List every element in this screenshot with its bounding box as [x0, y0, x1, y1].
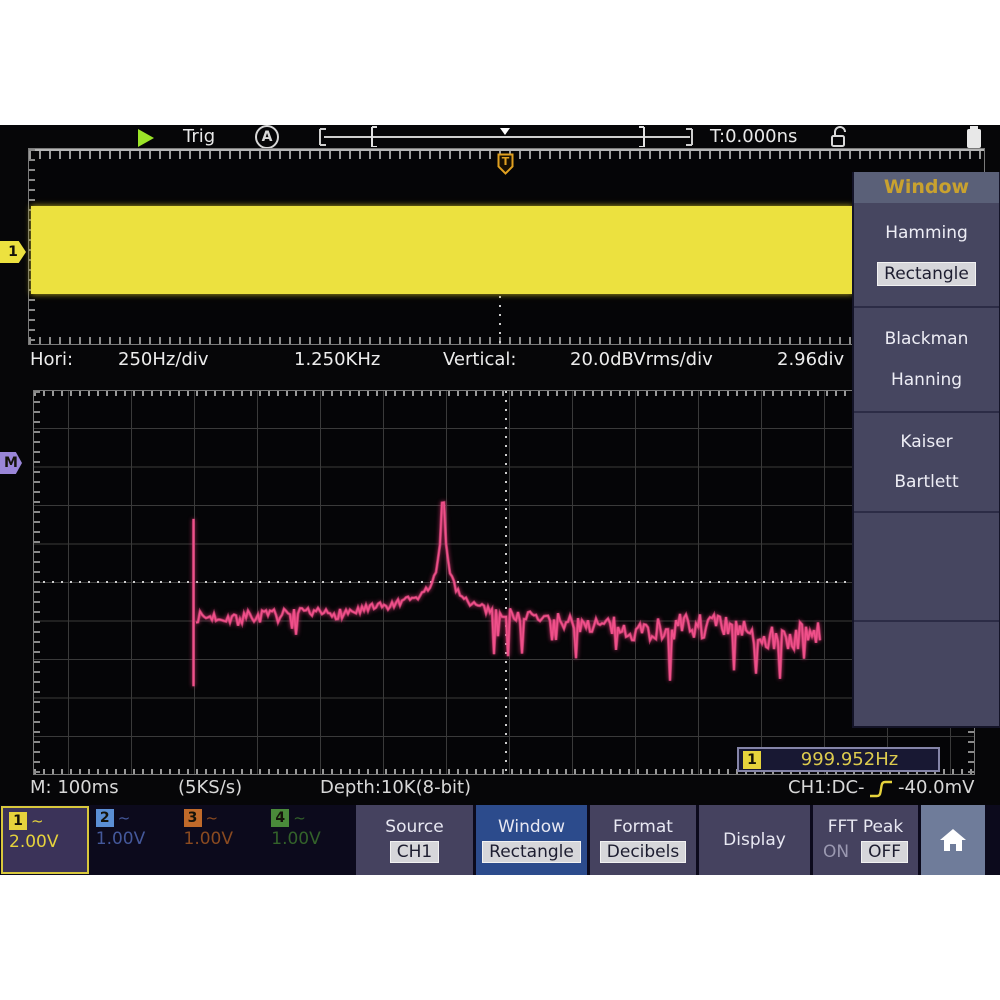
window-menu-panel: Window Hamming Rectangle Blackman Hannin…: [852, 172, 1000, 728]
source-value: CH1: [389, 841, 440, 863]
center-horizontal-dashed-line: [34, 581, 974, 583]
menu-item-blackman[interactable]: Blackman: [884, 329, 969, 349]
auto-trigger-icon: A: [255, 125, 279, 149]
vertical-label: Vertical:: [443, 349, 517, 370]
memory-position-bar[interactable]: [314, 125, 698, 147]
fft-peak-off-option[interactable]: OFF: [861, 841, 909, 863]
peak-frequency-readout: 1 999.952Hz: [737, 747, 940, 772]
home-icon: [940, 829, 966, 851]
fft-peak-button[interactable]: FFT Peak ON OFF: [813, 805, 918, 875]
source-button[interactable]: Source CH1: [356, 805, 473, 875]
menu-empty-section: [854, 511, 999, 620]
ch1-coupling: ~: [31, 812, 44, 830]
time-domain-graticule: T: [28, 148, 985, 345]
ch4-scale: 1.00V: [271, 829, 321, 849]
depth-readout: Depth:10K(8-bit): [320, 777, 472, 798]
rising-edge-icon: [870, 780, 892, 798]
ch3-scale: 1.00V: [183, 829, 233, 849]
ch2-chip: 2: [95, 809, 114, 827]
channel1-chip: 1: [743, 750, 761, 769]
window-value: Rectangle: [482, 841, 581, 863]
channel3-box[interactable]: 3 ~ 1.00V: [178, 805, 266, 875]
trigger-marker[interactable]: T: [497, 153, 514, 175]
hori-label: Hori:: [30, 349, 74, 370]
menu-item-rectangle-selected[interactable]: Rectangle: [877, 262, 976, 287]
menu-title: Window: [854, 172, 999, 203]
svg-text:T: T: [502, 155, 510, 168]
display-label: Display: [723, 830, 786, 850]
fft-peak-on-option[interactable]: ON: [822, 842, 850, 862]
fft-spectrum-trace: [192, 500, 822, 687]
db-per-div: 20.0dBVrms/div: [570, 349, 713, 370]
channel2-box[interactable]: 2 ~ 1.00V: [90, 805, 178, 875]
channel-status-zone: 1 ~ 2.00V 2 ~ 1.00V 3 ~ 1.00V 4 ~ 1.00V: [0, 805, 353, 875]
oscilloscope-screen: Trig A T:0.000ns T 1 Hori:: [0, 125, 1000, 875]
ch4-chip: 4: [271, 809, 290, 827]
menu-item-kaiser[interactable]: Kaiser: [900, 432, 953, 453]
bottom-menu-bar: 1 ~ 2.00V 2 ~ 1.00V 3 ~ 1.00V 4 ~ 1.00V Sour…: [0, 805, 1000, 875]
format-label: Format: [613, 817, 673, 837]
ch2-coupling: ~: [117, 809, 131, 827]
ch2-scale: 1.00V: [95, 829, 146, 849]
menu-empty-section: [854, 620, 999, 724]
channel4-box[interactable]: 4 ~ 1.00V: [265, 805, 353, 875]
menu-item-bartlett[interactable]: Bartlett: [894, 471, 959, 492]
unlock-icon: [831, 126, 846, 147]
trigger-source-readout: CH1:DC-: [788, 777, 865, 798]
fft-axis-info-row: Hori: 250Hz/div 1.250KHz Vertical: 20.0d…: [0, 349, 1000, 385]
acquisition-status-row: M: 100ms (5KS/s) Depth:10K(8-bit) CH1:DC…: [0, 777, 1000, 805]
home-button[interactable]: [921, 805, 985, 875]
ch4-coupling: ~: [293, 809, 306, 827]
ch1-scale: 2.00V: [9, 832, 59, 852]
sample-rate-readout: (5KS/s): [178, 777, 243, 798]
window-button-active[interactable]: Window Rectangle: [476, 805, 587, 875]
trigger-time-readout: T:0.000ns: [710, 126, 798, 147]
math-position-marker[interactable]: M: [0, 452, 22, 474]
ch1-chip: 1: [9, 812, 27, 830]
channel1-box[interactable]: 1 ~ 2.00V: [1, 806, 89, 874]
format-button[interactable]: Format Decibels: [590, 805, 696, 875]
offset-divisions: 2.96div: [777, 349, 845, 370]
ch3-coupling: ~: [205, 809, 219, 827]
menu-item-hanning[interactable]: Hanning: [890, 370, 963, 390]
window-position-pointer: [500, 128, 510, 135]
run-state-play-icon: [138, 129, 154, 147]
format-value: Decibels: [599, 841, 687, 863]
ch3-chip: 3: [183, 809, 202, 827]
ch1-position-marker[interactable]: 1: [0, 241, 26, 263]
fft-graticule: [33, 390, 975, 775]
battery-icon: [967, 126, 981, 148]
menu-item-hamming[interactable]: Hamming: [885, 222, 968, 243]
trigger-level-readout: -40.0mV: [898, 777, 975, 798]
window-label: Window: [497, 817, 566, 837]
fft-peak-label: FFT Peak: [827, 817, 904, 837]
trig-status-label: Trig: [183, 126, 216, 147]
timebase-readout: M: 100ms: [30, 777, 119, 798]
ch1-waveform-band: [31, 206, 853, 294]
center-frequency: 1.250KHz: [294, 349, 381, 370]
frequency-value: 999.952Hz: [800, 749, 899, 770]
display-button[interactable]: Display: [699, 805, 810, 875]
hz-per-div: 250Hz/div: [118, 349, 209, 370]
source-label: Source: [385, 817, 444, 837]
